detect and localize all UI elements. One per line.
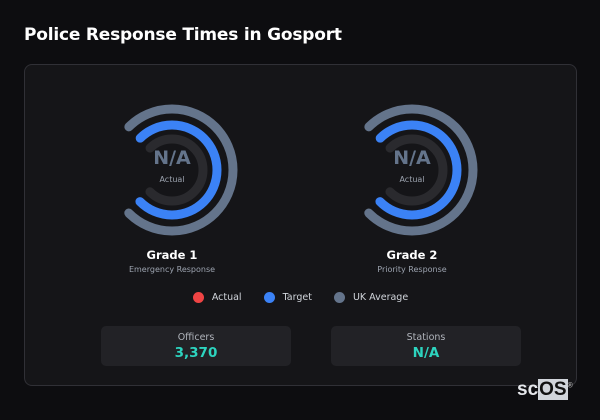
ring-actual-track [136, 134, 208, 206]
stat-label: Officers [177, 332, 215, 343]
scos-logo: scOS® [517, 379, 573, 400]
legend-dot [192, 292, 204, 303]
stat-value: N/A [412, 345, 440, 361]
legend-label: Actual [211, 292, 242, 303]
ring-target [362, 120, 462, 220]
ring-actual-track [376, 134, 448, 206]
legend-item-target: Target [263, 292, 312, 303]
legend-label: Target [282, 292, 312, 303]
gauge-value-label: Actual [159, 175, 185, 184]
stat-officers: Officers 3,370 [101, 326, 291, 366]
ring-uk-average [346, 104, 478, 236]
stat-stations: Stations N/A [331, 326, 521, 366]
ring-uk-average [106, 104, 238, 236]
gauge-name: Grade 2 [386, 248, 438, 262]
gauge-description: Priority Response [377, 265, 447, 274]
gauge-value-label: Actual [399, 175, 425, 184]
response-times-card: N/A Actual Grade 1 Emergency Response N/… [24, 64, 577, 386]
gauge-value: N/A [393, 147, 431, 169]
legend-label: UK Average [352, 292, 409, 303]
stat-value: 3,370 [174, 345, 218, 361]
stat-label: Stations [406, 332, 446, 343]
gauge-name: Grade 1 [146, 248, 198, 262]
legend-dot [333, 292, 345, 303]
legend-dot [263, 292, 275, 303]
gauge-chart [106, 104, 238, 236]
legend: Actual Target UK Average [25, 292, 576, 303]
gauge-chart [346, 104, 478, 236]
gauge-grade-1: N/A Actual Grade 1 Emergency Response [97, 100, 247, 274]
gauge-value: N/A [153, 147, 191, 169]
legend-item-actual: Actual [192, 292, 242, 303]
page-title: Police Response Times in Gosport [24, 25, 342, 45]
gauge-description: Emergency Response [128, 265, 216, 274]
ring-target [122, 120, 222, 220]
legend-item-uk-average: UK Average [333, 292, 409, 303]
gauge-grade-2: N/A Actual Grade 2 Priority Response [337, 100, 487, 274]
